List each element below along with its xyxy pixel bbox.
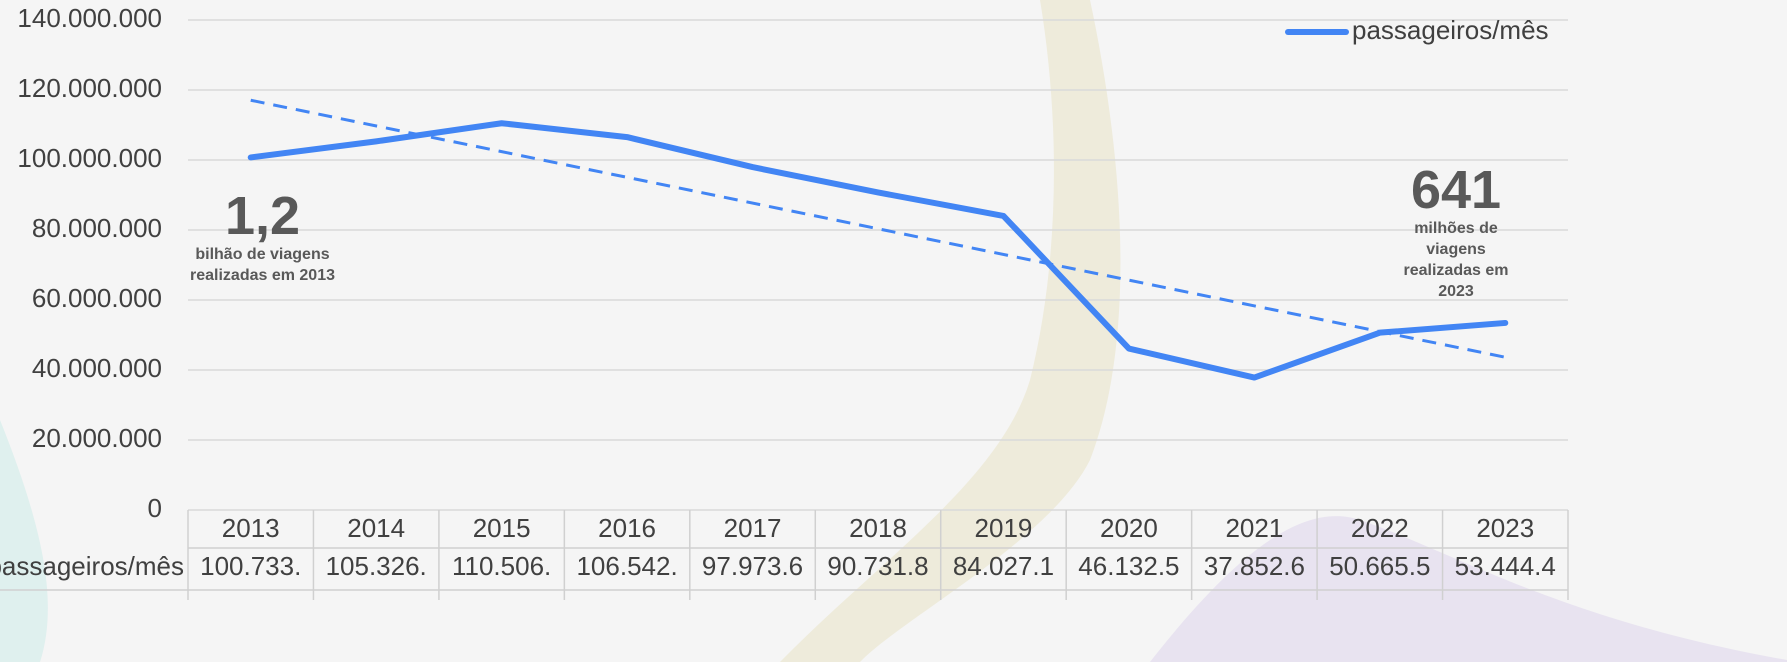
x-tick-label: 2023	[1476, 513, 1534, 543]
x-tick-label: 2014	[347, 513, 405, 543]
table-value: 90.731.8	[827, 551, 928, 581]
x-tick-label: 2021	[1225, 513, 1283, 543]
decor-green	[0, 420, 48, 662]
y-tick-label: 140.000.000	[17, 3, 162, 33]
table-value: 37.852.6	[1204, 551, 1305, 581]
table-value: 53.444.4	[1455, 551, 1556, 581]
y-tick-label: 120.000.000	[17, 73, 162, 103]
x-tick-label: 2013	[222, 513, 280, 543]
trendline	[250, 98, 1506, 359]
table-value: 84.027.1	[953, 551, 1054, 581]
annotation-value: 641	[1410, 160, 1502, 220]
annotation-text: milhões de viagens realizadas em 2023	[1403, 220, 1509, 300]
legend-label: passageiros/mês	[1352, 15, 1549, 45]
annotation-text: bilhão de viagens realizadas em 2013	[190, 246, 335, 284]
y-tick-label: 100.000.000	[17, 143, 162, 173]
annotation-right: 641 milhões de viagens realizadas em 202…	[1386, 162, 1526, 302]
table-value: 97.973.6	[702, 551, 803, 581]
x-tick-label: 2022	[1351, 513, 1409, 543]
y-tick-label: 0	[148, 493, 162, 523]
x-tick-label: 2016	[598, 513, 656, 543]
data-line	[247, 120, 1509, 381]
x-tick-label: 2017	[724, 513, 782, 543]
table-row-header: passageiros/mês	[0, 551, 184, 581]
x-tick-label: 2015	[473, 513, 531, 543]
x-tick-label: 2019	[975, 513, 1033, 543]
table-value: 106.542.	[576, 551, 677, 581]
table-value: 105.326.	[326, 551, 427, 581]
y-tick-label: 80.000.000	[32, 213, 162, 243]
y-tick-label: 20.000.000	[32, 423, 162, 453]
table-value: 110.506.	[452, 551, 551, 581]
decor-purple	[1150, 516, 1787, 662]
table-value: 50.665.5	[1329, 551, 1430, 581]
annotation-left: 1,2 bilhão de viagens realizadas em 2013	[190, 188, 335, 286]
y-tick-label: 60.000.000	[32, 283, 162, 313]
y-tick-label: 40.000.000	[32, 353, 162, 383]
table-value: 100.733.	[200, 551, 301, 581]
table-value: 46.132.5	[1078, 551, 1179, 581]
x-tick-label: 2018	[849, 513, 907, 543]
decor-yellow	[780, 0, 1121, 662]
annotation-value: 1,2	[224, 186, 301, 246]
x-tick-label: 2020	[1100, 513, 1158, 543]
